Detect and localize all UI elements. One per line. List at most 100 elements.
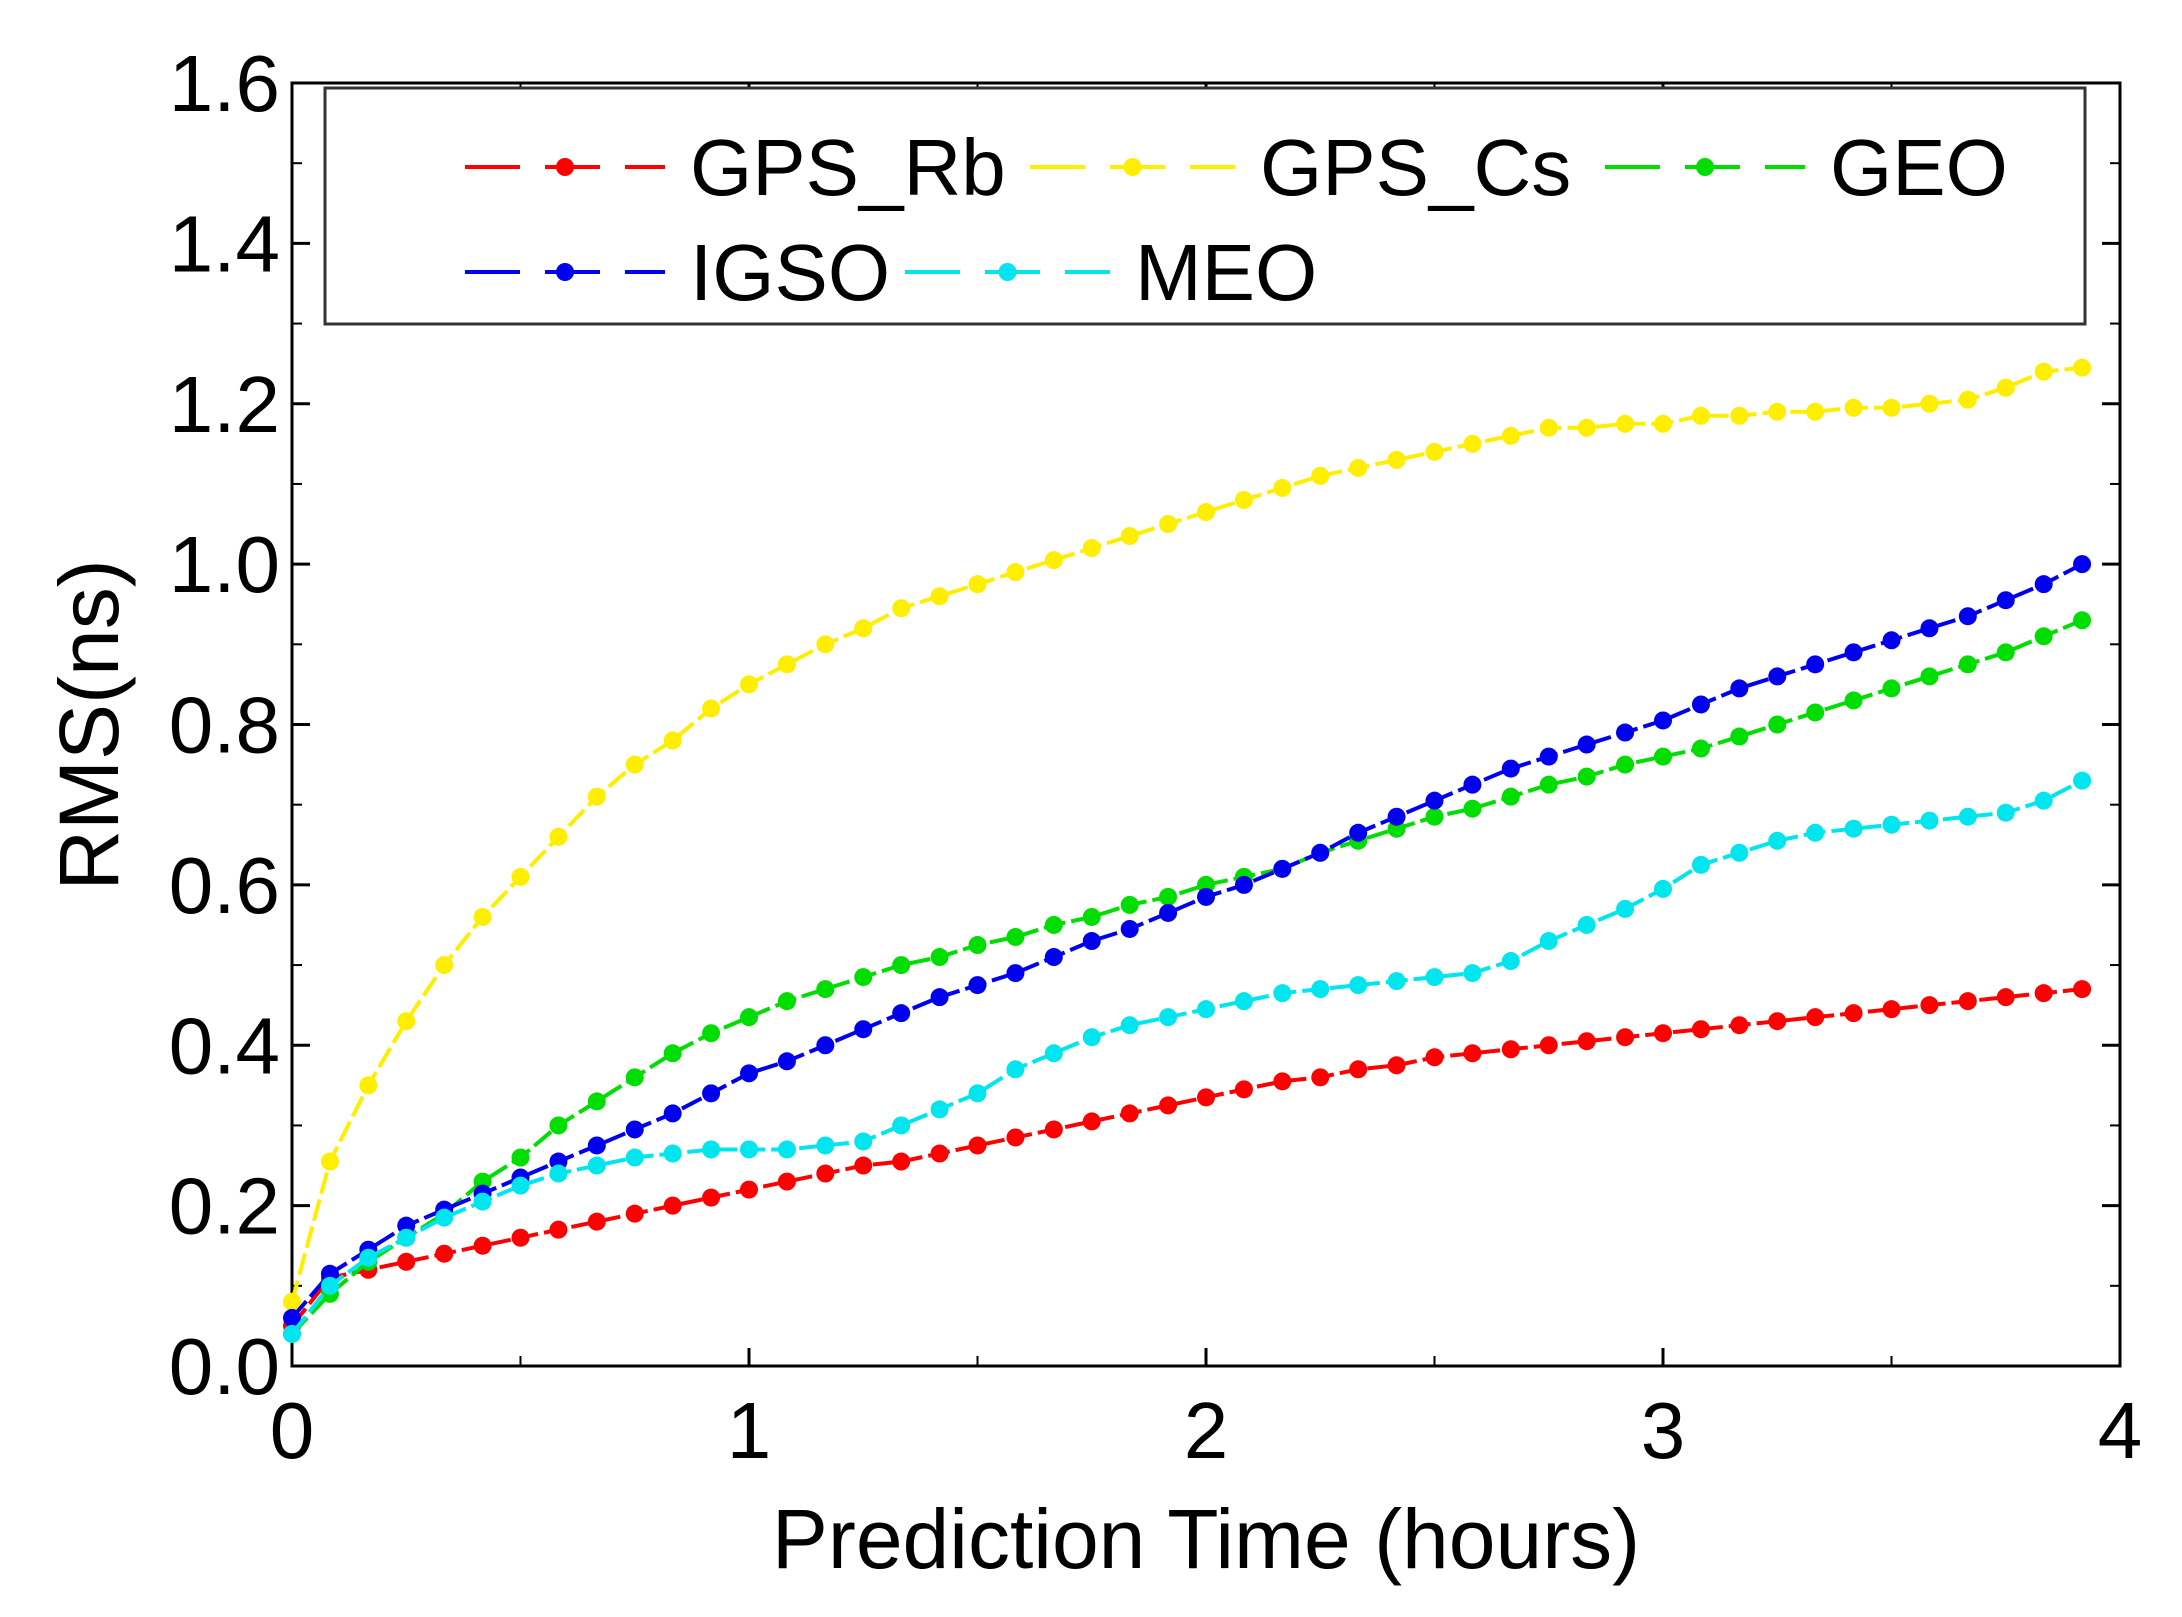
legend-box — [323, 86, 2087, 326]
data-point — [435, 956, 454, 975]
data-point — [2034, 627, 2053, 646]
data-point — [1616, 723, 1635, 742]
data-point — [740, 1140, 758, 1159]
data-point — [1044, 948, 1063, 967]
data-point — [663, 1104, 682, 1123]
data-point — [1425, 807, 1444, 826]
y-tick-label: 1.4 — [169, 199, 280, 288]
legend-item-meo: MEO — [905, 228, 1317, 317]
data-point — [1691, 739, 1710, 758]
data-point — [1730, 727, 1749, 746]
data-point — [2034, 575, 2053, 594]
data-point — [854, 1132, 873, 1151]
data-point — [1234, 875, 1253, 894]
data-point — [1120, 1104, 1139, 1123]
data-point — [2073, 980, 2092, 999]
data-point — [1958, 607, 1977, 626]
data-point — [930, 1144, 949, 1163]
data-point — [1273, 984, 1292, 1003]
data-point — [854, 1156, 873, 1175]
data-point — [1577, 735, 1596, 754]
data-point — [1501, 1040, 1520, 1059]
data-point — [1044, 1120, 1063, 1139]
data-point — [1882, 815, 1901, 834]
data-point — [1425, 442, 1444, 461]
data-point — [702, 1024, 721, 1043]
data-point — [435, 1208, 454, 1227]
data-point — [1616, 414, 1635, 433]
data-point — [854, 968, 873, 987]
data-point — [1273, 478, 1292, 497]
y-tick-label: 0.8 — [169, 681, 280, 770]
x-tick-label: 0 — [270, 1386, 315, 1475]
data-point — [1311, 1068, 1330, 1087]
data-point — [1311, 466, 1330, 485]
data-point — [1501, 426, 1520, 445]
series-layer — [283, 358, 2092, 1343]
data-point — [1654, 711, 1672, 730]
data-point — [1768, 402, 1787, 421]
data-point — [968, 575, 987, 594]
y-tick-label: 1.2 — [169, 360, 280, 449]
data-point — [1844, 691, 1863, 710]
data-point — [397, 1252, 416, 1271]
data-point — [740, 675, 758, 694]
data-point — [1539, 747, 1558, 766]
data-point — [1006, 1128, 1025, 1147]
data-point — [740, 1180, 758, 1199]
data-point — [1387, 1056, 1406, 1075]
data-point — [283, 1292, 301, 1311]
data-point — [1425, 791, 1444, 810]
data-point — [816, 635, 835, 654]
legend-item-gps-rb: GPS_Rb — [465, 123, 1006, 212]
data-point — [625, 1148, 644, 1167]
data-point — [1730, 679, 1749, 698]
data-point — [816, 1036, 835, 1055]
data-point — [1730, 843, 1749, 862]
data-point — [1958, 655, 1977, 674]
legend-label: GPS_Rb — [690, 123, 1006, 212]
data-point — [777, 1052, 796, 1071]
data-point — [1920, 619, 1939, 638]
data-point — [663, 731, 682, 750]
data-point — [1654, 879, 1672, 898]
y-axis: 0.0 0.2 0.4 0.6 0.8 1.0 1.2 1.4 1.6 — [169, 39, 2120, 1411]
data-point — [1234, 1080, 1253, 1099]
data-point — [1882, 631, 1901, 650]
data-point — [892, 1116, 911, 1135]
data-point — [1120, 1016, 1139, 1035]
data-point — [1654, 1024, 1672, 1043]
data-point — [1159, 1008, 1178, 1027]
data-point — [1234, 490, 1253, 509]
data-point — [1197, 1000, 1215, 1019]
data-point — [1273, 859, 1292, 878]
legend-item-igso: IGSO — [465, 228, 890, 317]
data-point — [1273, 1072, 1292, 1091]
data-point — [359, 1076, 378, 1095]
data-point — [473, 1192, 492, 1211]
y-tick-label: 0.6 — [169, 841, 280, 930]
y-axis-title: RMS(ns) — [42, 559, 136, 890]
data-point — [2073, 771, 2092, 790]
data-point — [1920, 996, 1939, 1015]
data-point — [1996, 988, 2015, 1007]
data-point — [702, 699, 721, 718]
x-axis-title: Prediction Time (hours) — [772, 1492, 1640, 1586]
data-point — [549, 1220, 568, 1239]
data-point — [1844, 398, 1863, 417]
y-tick-label: 1.0 — [169, 520, 280, 609]
data-point — [1006, 563, 1025, 582]
data-point — [587, 1156, 606, 1175]
data-point — [1082, 1112, 1101, 1131]
data-point — [1387, 450, 1406, 469]
data-point — [777, 1172, 796, 1191]
data-point — [1120, 895, 1139, 914]
data-point — [1159, 903, 1178, 922]
data-point — [1577, 915, 1596, 934]
data-point — [1577, 767, 1596, 786]
data-point — [1577, 418, 1596, 437]
data-point — [625, 1204, 644, 1223]
data-point — [1349, 976, 1368, 995]
data-point — [1920, 811, 1939, 830]
data-point — [1691, 695, 1710, 714]
